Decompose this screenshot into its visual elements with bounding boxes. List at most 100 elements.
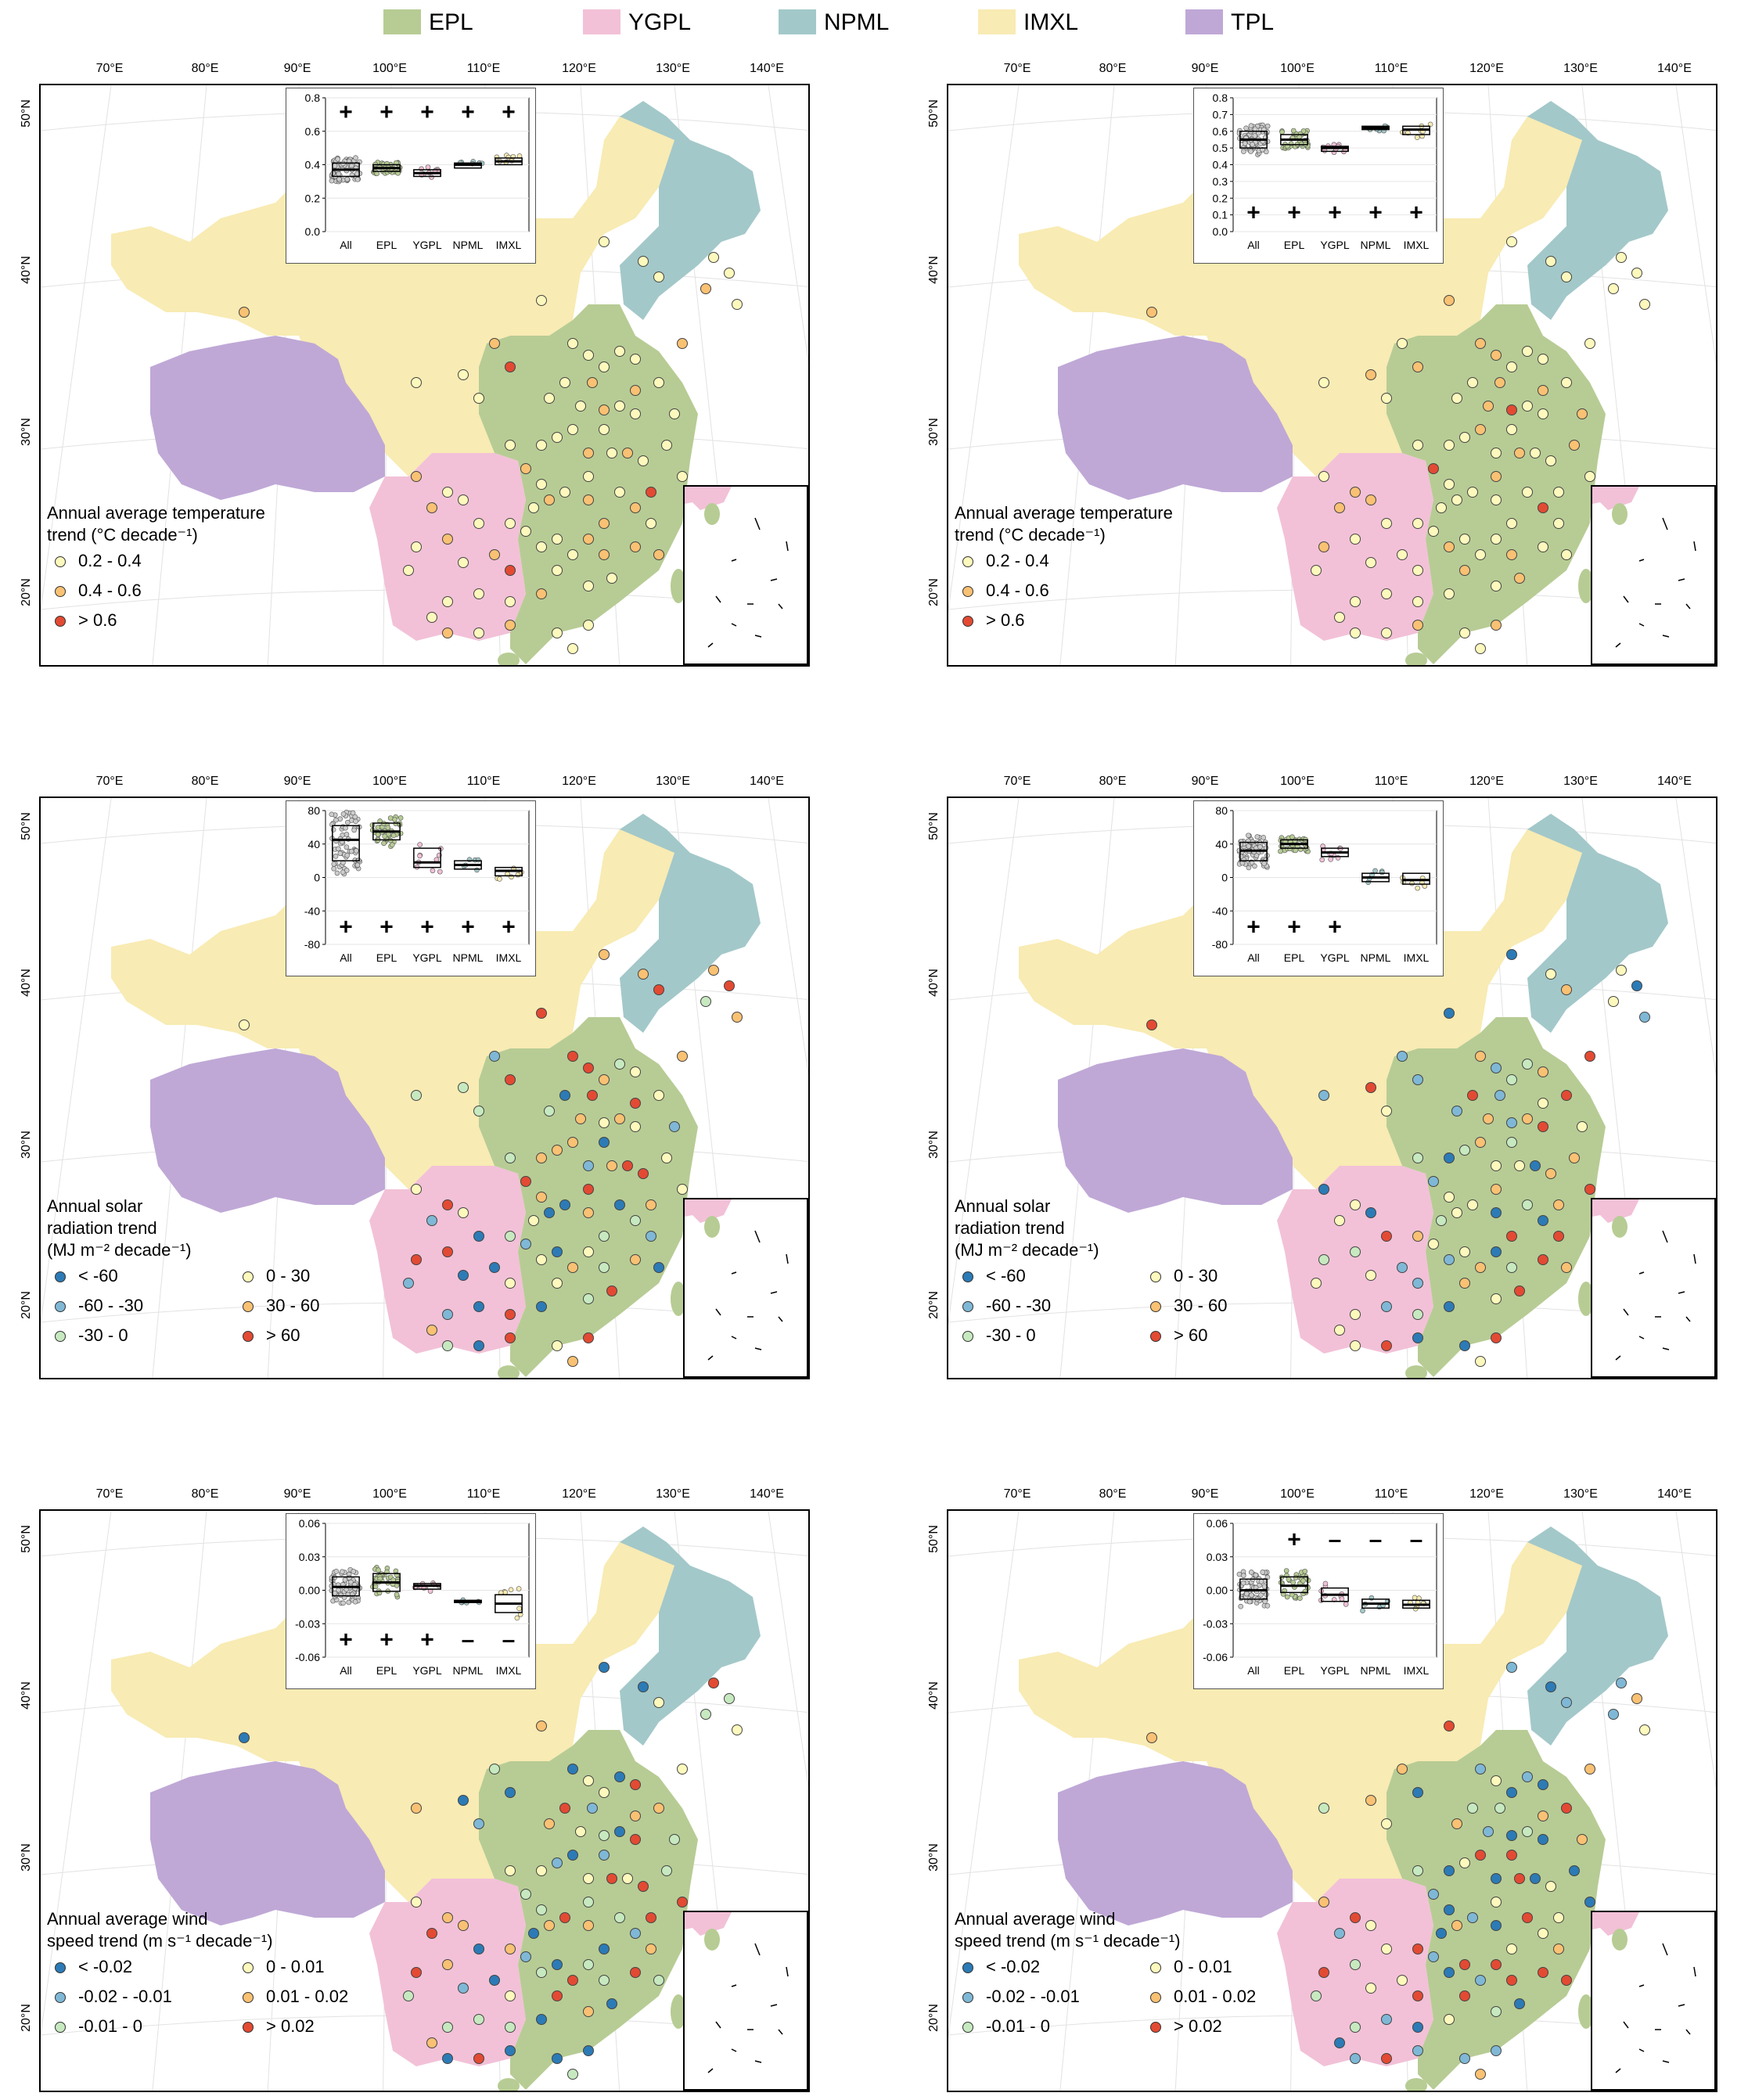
station-marker — [411, 1254, 422, 1265]
legend-dot — [243, 1271, 254, 1282]
legend-item: > 60 — [1142, 1321, 1299, 1350]
box-point — [516, 1586, 522, 1591]
legend-dot — [243, 2022, 254, 2033]
lon-label: 80°E — [1099, 62, 1127, 75]
box-point — [1286, 1577, 1292, 1582]
station-marker — [1381, 393, 1392, 404]
legend-dot — [243, 1331, 254, 1342]
lat-label: 40°N — [927, 1681, 941, 1710]
station-marker — [1514, 448, 1525, 458]
station-markers — [1146, 894, 1650, 1367]
lon-label: 120°E — [1469, 1487, 1504, 1501]
region-epl — [479, 1017, 698, 1377]
station-marker — [403, 1990, 414, 2001]
station-marker — [473, 2014, 484, 2025]
box-point — [340, 811, 347, 817]
station-marker — [1483, 1113, 1494, 1124]
station-marker — [442, 1246, 453, 1257]
station-marker — [1639, 1724, 1650, 1735]
station-marker — [1491, 1959, 1502, 1970]
station-marker — [599, 1117, 610, 1128]
panel-temperature-left: 70°E 80°E 90°E 100°E 110°E 120°E 130°E 140°E 50°… — [0, 49, 849, 667]
boxplot-svg: -80 -40 0 40 80 + All + EPL + YGPL NPML IMXL — [1212, 804, 1437, 964]
box — [1361, 872, 1390, 883]
station-marker — [458, 1795, 469, 1806]
station-marker — [544, 1920, 555, 1931]
station-marker — [661, 440, 672, 451]
map-frame — [39, 796, 810, 1379]
region-tpl — [150, 1048, 385, 1213]
boxplot-svg: -80 -40 0 40 80 + All + EPL + YGPL + NPML + IMXL — [304, 804, 530, 964]
station-marker — [1506, 405, 1517, 415]
box-point — [430, 868, 436, 874]
station-marker — [544, 1207, 555, 1218]
station-marker — [1381, 1301, 1392, 1312]
box-ytick: 0.03 — [1207, 1551, 1228, 1563]
station-marker — [1412, 440, 1423, 451]
box-point — [417, 853, 423, 859]
station-marker — [1631, 1693, 1642, 1704]
box-ytick: -80 — [1212, 938, 1228, 951]
box-ytick: 0.7 — [1213, 108, 1228, 120]
legend-item-label: 0.4 - 0.6 — [78, 581, 142, 600]
station-marker — [1631, 980, 1642, 991]
box-point — [1252, 863, 1257, 869]
lon-label: 110°E — [467, 775, 501, 788]
box-point — [350, 810, 356, 816]
station-marker — [599, 236, 610, 247]
station-marker — [473, 518, 484, 529]
lon-label: 120°E — [1469, 775, 1504, 788]
box-point — [354, 862, 361, 868]
box-point — [333, 854, 339, 859]
station-marker — [1334, 2037, 1345, 2048]
lon-label: 90°E — [284, 1487, 311, 1501]
legend-item: < -60 — [955, 1261, 1142, 1291]
station-marker — [732, 1724, 743, 1735]
station-marker — [567, 1975, 578, 1986]
box-point — [1427, 121, 1433, 128]
station-marker — [536, 1721, 547, 1731]
significance-mark: + — [379, 915, 394, 940]
legend-dot — [962, 586, 973, 597]
station-marker — [442, 534, 453, 545]
region-epl — [1387, 1017, 1606, 1377]
station-marker — [653, 1803, 664, 1814]
station-marker — [1459, 2053, 1470, 2064]
station-marker — [505, 440, 516, 451]
station-marker — [1350, 2053, 1361, 2064]
region-npml — [620, 814, 761, 1033]
station-marker — [536, 1152, 547, 1163]
box-ytick: 0.4 — [1213, 159, 1228, 171]
box-point — [502, 1589, 509, 1595]
station-marker — [708, 965, 719, 976]
station-marker — [536, 1301, 547, 1312]
box-point — [347, 1575, 352, 1580]
box-point — [382, 833, 387, 840]
station-marker — [583, 1063, 594, 1073]
legend-item: -0.01 - 0 — [47, 2012, 235, 2041]
station-marker — [1318, 1803, 1329, 1814]
legend-dot — [55, 1271, 66, 1282]
lon-label: 100°E — [1280, 775, 1315, 788]
station-marker — [239, 307, 250, 318]
station-marker — [599, 1262, 610, 1273]
china-map — [948, 798, 1716, 1378]
box-point — [329, 811, 335, 818]
station-marker — [583, 1160, 594, 1171]
station-marker — [1522, 1826, 1533, 1837]
station-marker — [1397, 1051, 1408, 1062]
box-point — [1300, 128, 1307, 134]
lat-label: 40°N — [20, 256, 33, 284]
box-point — [332, 1590, 338, 1596]
station-marker — [587, 377, 598, 388]
box-point — [1249, 1592, 1254, 1598]
station-marker — [1350, 1912, 1361, 1923]
region-npml — [1527, 814, 1668, 1033]
station-marker — [732, 299, 743, 310]
station-marker — [583, 494, 594, 505]
station-marker — [505, 518, 516, 529]
station-marker — [505, 1990, 516, 2001]
station-marker — [1584, 1051, 1595, 1062]
station-marker — [1451, 1106, 1462, 1117]
station-marker — [1428, 1951, 1439, 1962]
